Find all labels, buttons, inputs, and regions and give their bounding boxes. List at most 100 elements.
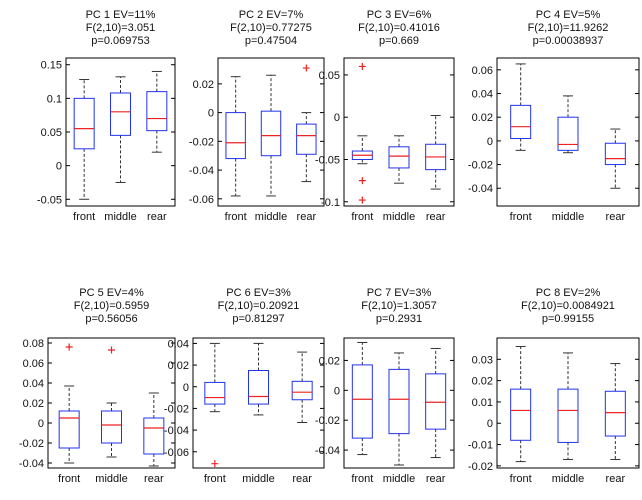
y-tick-label: -0.02 [468,160,493,172]
y-tick-label: 0 [56,161,62,173]
y-tick-label: 0.02 [319,355,340,367]
y-tick-label: 0.02 [168,360,189,372]
chart-title-line: p=0.2931 [376,313,422,325]
y-tick-label: 0.01 [472,397,493,409]
y-tick-label: -0.06 [189,194,214,206]
box [101,410,122,444]
y-tick-label: 0 [38,418,44,430]
box [296,123,317,155]
box [291,380,313,401]
box-group [510,346,626,463]
y-tick-label: -0.05 [315,154,340,166]
plot-frame [217,57,325,207]
chart-title-line: PC 4 EV=5% [536,9,601,21]
x-tick-label: middle [383,473,415,485]
y-tick-label: 0.03 [472,354,493,366]
y-tick-label: 0.15 [41,60,62,72]
chart-title-line: PC 2 EV=7% [239,9,304,21]
x-tick-label: rear [147,211,167,223]
chart-title-line: F(2,10)=11.9262 [528,22,609,34]
y-tick-label: -0.04 [468,183,493,195]
x-tick-label: front [510,473,532,485]
chart-title-line: F(2,10)=0.20921 [218,300,300,312]
chart-title-line: p=0.56056 [85,313,137,325]
y-tick-label: 0.02 [472,112,493,124]
box [204,381,226,405]
chart-title-line: F(2,10)=0.41016 [358,22,440,34]
y-tick-label: -0.02 [19,438,44,450]
x-tick-label: middle [104,211,136,223]
chart-title-line: F(2,10)=0.77275 [230,22,312,34]
x-tick-label: front [225,211,247,223]
y-tick-label: 0 [487,136,493,148]
y-tick-label: 0.04 [472,89,493,101]
box [146,91,168,132]
y-tick-label: 0.06 [23,358,44,370]
y-tick-label: -0.02 [468,461,493,473]
box [58,410,80,449]
chart-title-line: PC 7 EV=3% [367,287,432,299]
x-tick-label: front [204,473,226,485]
y-tick-label: 0.02 [23,398,44,410]
box [73,97,95,150]
y-tick-label: 0.02 [472,376,493,388]
y-tick-label: -0.06 [164,447,189,459]
chart-title-line: F(2,10)=1.3057 [361,300,437,312]
chart-title-line: PC 1 EV=11% [86,9,156,21]
y-tick-label: -0.04 [315,445,340,457]
x-tick-label: rear [426,211,446,223]
outlier-marker [358,62,366,70]
y-tick-label: -0.02 [315,415,340,427]
box [604,390,626,437]
chart-title-line: p=0.069753 [91,35,149,47]
x-tick-label: middle [95,473,127,485]
x-tick-label: rear [606,211,626,223]
box [425,373,447,430]
y-tick-label: 0 [334,385,340,397]
outlier-marker [302,64,310,72]
box [510,388,532,441]
y-tick-label: 0 [487,418,493,430]
chart-title-line: p=0.00038937 [533,35,604,47]
chart-title-line: p=0.99155 [542,313,594,325]
x-tick-label: middle [242,473,274,485]
outlier-marker [108,346,115,354]
chart-title-line: PC 8 EV=2% [536,287,601,299]
x-tick-label: front [351,211,373,223]
x-tick-label: front [73,211,95,223]
y-tick-label: 0.05 [41,127,62,139]
x-tick-label: middle [255,211,287,223]
x-tick-label: front [510,211,532,223]
chart-title-line: p=0.669 [379,35,419,47]
outlier-marker [65,343,73,351]
chart-title-line: PC 6 EV=3% [226,287,291,299]
x-tick-label: middle [552,473,584,485]
y-tick-label: 0.06 [472,65,493,77]
box-group [204,342,313,468]
box [388,368,410,435]
box-group [225,64,317,197]
box-group [351,62,447,204]
x-tick-label: rear [606,473,626,485]
plot-frame [496,57,640,207]
box-group [510,63,626,189]
y-tick-label: 0 [334,112,340,124]
y-tick-label: -0.04 [189,165,214,177]
y-tick-label: -0.04 [164,425,189,437]
y-tick-label: 0.04 [23,378,44,390]
box [557,388,579,443]
box-group [73,70,168,200]
chart-title-line: PC 3 EV=6% [367,9,432,21]
plot-frame [496,337,640,469]
box-group [58,343,165,467]
box [604,142,626,166]
box [225,112,246,160]
box-group [351,341,447,466]
y-tick-label: -0.04 [19,458,44,470]
